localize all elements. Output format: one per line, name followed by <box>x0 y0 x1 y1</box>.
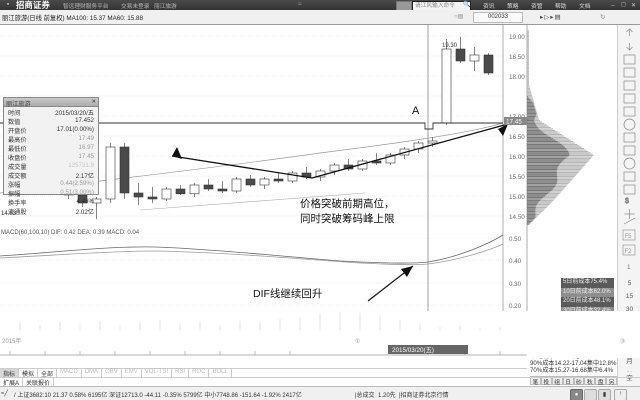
svg-text:同时突破筹码峰上限: 同时突破筹码峰上限 <box>300 212 395 225</box>
svg-text:F2: F2 <box>625 249 633 255</box>
svg-text:③: ③ <box>620 338 625 345</box>
svg-text:1: 1 <box>627 264 631 271</box>
svg-text:18.00: 18.00 <box>509 74 525 81</box>
svg-text:2015年: 2015年 <box>2 337 21 345</box>
svg-text:F5: F5 <box>625 234 633 240</box>
svg-text:0.40: 0.40 <box>509 258 522 265</box>
svg-text:2015/03/20(五): 2015/03/20(五) <box>392 346 434 354</box>
svg-text:15.50: 15.50 <box>509 174 525 181</box>
svg-text:16.00: 16.00 <box>509 154 525 161</box>
svg-text:MACD(60,100,10) DIF: 0.42 DEA:: MACD(60,100,10) DIF: 0.42 DEA: 0.39 MACD… <box>1 230 140 236</box>
svg-text:$: $ <box>625 198 629 205</box>
svg-text:14.50: 14.50 <box>509 214 525 221</box>
svg-text:0.20: 0.20 <box>509 303 522 310</box>
svg-text:19.00: 19.00 <box>509 34 525 41</box>
svg-text:价格突破前期高位，: 价格突破前期高位， <box>300 197 395 210</box>
svg-text:16.50: 16.50 <box>509 134 525 141</box>
svg-text:18.50: 18.50 <box>509 54 525 61</box>
svg-text:①: ① <box>355 338 360 345</box>
svg-text:19.30: 19.30 <box>442 43 458 49</box>
svg-text:0.30: 0.30 <box>509 281 522 288</box>
svg-text:0.50: 0.50 <box>509 236 522 243</box>
svg-text:DIF线继续回升: DIF线继续回升 <box>253 287 322 300</box>
svg-text:17.45: 17.45 <box>506 119 522 126</box>
svg-text:A: A <box>412 105 420 117</box>
svg-text:15.00: 15.00 <box>509 194 525 201</box>
